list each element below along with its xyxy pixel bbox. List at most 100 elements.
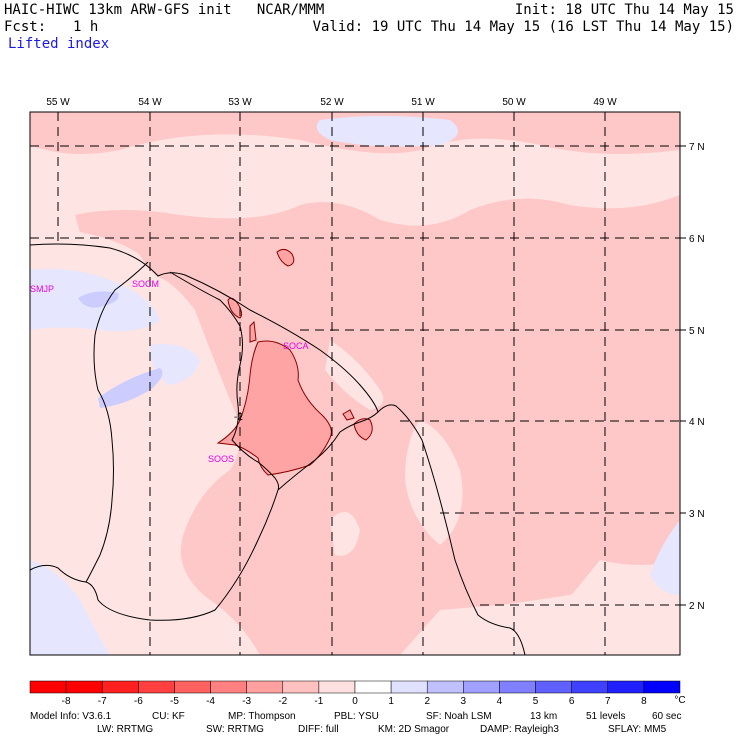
coastline — [30, 243, 526, 655]
colorbar-cell — [65, 680, 103, 694]
longitude-ticks — [57, 112, 606, 119]
field-blue-patch-1 — [78, 291, 119, 308]
colorbar-cell — [571, 680, 609, 694]
colorbar-tick-label: 2 — [424, 696, 430, 707]
colorbar-tick-label: -1 — [314, 696, 323, 707]
colorbar-cell — [29, 680, 67, 694]
colorbar-labels: -8 -7 -6 -5 -4 -3 -2 -1 0 1 2 3 4 5 6 7 8 — [62, 696, 647, 707]
field-blue-patch-2 — [98, 368, 163, 408]
station-soca: SOCA — [283, 341, 309, 351]
border-french-guiana-south — [277, 411, 379, 491]
lat-label-4n: 4 N — [689, 417, 705, 428]
lon-label-51w: 51 W — [411, 97, 435, 108]
field-pink-small-5 — [353, 418, 373, 441]
colorbar — [29, 680, 681, 694]
valid-time: Valid: 19 UTC Thu 14 May 15 (16 LST Thu … — [312, 19, 734, 35]
field-light-pink — [75, 195, 680, 655]
field-pink-small-3 — [249, 320, 257, 343]
colorbar-cell — [354, 680, 392, 694]
map-field — [30, 112, 680, 655]
colorbar-tick-label: -7 — [98, 696, 107, 707]
contour-label: -2 — [234, 412, 243, 423]
colorbar-tick-label: -8 — [62, 696, 71, 707]
forecast-label: Fcst: — [4, 19, 47, 35]
field-light-blue-inland — [150, 344, 200, 385]
field-pink-main — [216, 340, 332, 476]
footer-diff: DIFF: full — [298, 724, 339, 735]
colorbar-cell — [535, 680, 572, 694]
lat-label-2n: 2 N — [689, 601, 705, 612]
footer-damp: DAMP: Rayleigh3 — [480, 724, 559, 735]
colorbar-cell — [499, 680, 536, 694]
colorbar-cell — [643, 680, 681, 694]
field-pink-small-4 — [342, 409, 355, 421]
field-pale-patch-south — [330, 512, 360, 556]
lon-label-50w: 50 W — [502, 97, 526, 108]
colorbar-cell — [282, 680, 320, 694]
model-title: HAIC-HIWC 13km ARW-GFS init NCAR/MMM — [4, 2, 325, 18]
colorbar-tick-label: 0 — [352, 696, 358, 707]
lon-label-52w: 52 W — [320, 97, 344, 108]
init-time: Init: 18 UTC Thu 14 May 15 — [514, 2, 734, 18]
lon-label-54w: 54 W — [138, 97, 162, 108]
field-light-blue-top — [316, 116, 458, 147]
lat-label-6n: 6 N — [689, 234, 705, 245]
footer-timestep: 60 sec — [652, 711, 682, 722]
variable-name: Lifted index — [8, 36, 110, 52]
field-pink-small-1 — [276, 248, 295, 267]
colorbar-tick-label: -5 — [170, 696, 179, 707]
colorbar-cell — [246, 680, 284, 694]
border-french-guiana-west — [169, 271, 280, 491]
colorbar-tick-label: -6 — [134, 696, 143, 707]
lat-label-7n: 7 N — [689, 142, 705, 153]
colorbar-tick-label: -4 — [206, 696, 215, 707]
colorbar-tick-label: 5 — [533, 696, 539, 707]
colorbar-tick-label: 8 — [641, 696, 647, 707]
lat-label-3n: 3 N — [689, 509, 705, 520]
colorbar-cell — [390, 680, 428, 694]
colorbar-cell — [318, 680, 356, 694]
footer-sw: SW: RRTMG — [206, 724, 264, 735]
colorbar-tick-label: 3 — [461, 696, 467, 707]
field-light-blue-east — [650, 520, 680, 595]
station-soos: SOOS — [208, 454, 234, 464]
lon-label-55w: 55 W — [46, 97, 70, 108]
field-pale-patch-east — [405, 420, 463, 545]
colorbar-unit: °C — [674, 695, 685, 706]
station-socm: SOCM — [132, 279, 159, 289]
footer-sflay: SFLAY: MM5 — [608, 724, 667, 735]
colorbar-tick-label: 4 — [497, 696, 503, 707]
footer-pbl: PBL: YSU — [334, 711, 379, 722]
colorbar-tick-label: -2 — [278, 696, 287, 707]
colorbar-cell — [174, 680, 211, 694]
field-light-blue-southwest — [30, 560, 110, 655]
footer-sf: SF: Noah LSM — [426, 711, 492, 722]
lat-label-5n: 5 N — [689, 326, 705, 337]
footer-mp: MP: Thompson — [228, 711, 296, 722]
footer-lw: LW: RRTMG — [97, 724, 154, 735]
field-pale-patch-se — [520, 560, 680, 655]
lon-label-49w: 49 W — [593, 97, 617, 108]
forecast-hour: 1 h — [73, 19, 99, 35]
lon-label-53w: 53 W — [228, 97, 252, 108]
colorbar-cell — [101, 680, 139, 694]
footer-model-info: Model Info: V3.6.1 — [30, 711, 112, 722]
latitude-ticks — [680, 145, 686, 606]
colorbar-cell — [210, 680, 247, 694]
footer-levels: 51 levels — [586, 711, 626, 722]
footer-resolution: 13 km — [530, 711, 558, 722]
colorbar-cell — [463, 680, 500, 694]
colorbar-tick-label: 1 — [388, 696, 394, 707]
colorbar-cell — [607, 680, 645, 694]
colorbar-tick-label: 7 — [605, 696, 611, 707]
colorbar-cell — [138, 680, 175, 694]
colorbar-tick-label: -3 — [242, 696, 251, 707]
lat-lon-grid — [30, 112, 680, 655]
colorbar-tick-label: 6 — [569, 696, 575, 707]
colorbar-cell — [426, 680, 464, 694]
station-smjp: SMJP — [30, 284, 54, 294]
footer-cu: CU: KF — [152, 711, 185, 722]
map-frame — [29, 111, 681, 656]
border-suriname-south — [30, 489, 279, 621]
